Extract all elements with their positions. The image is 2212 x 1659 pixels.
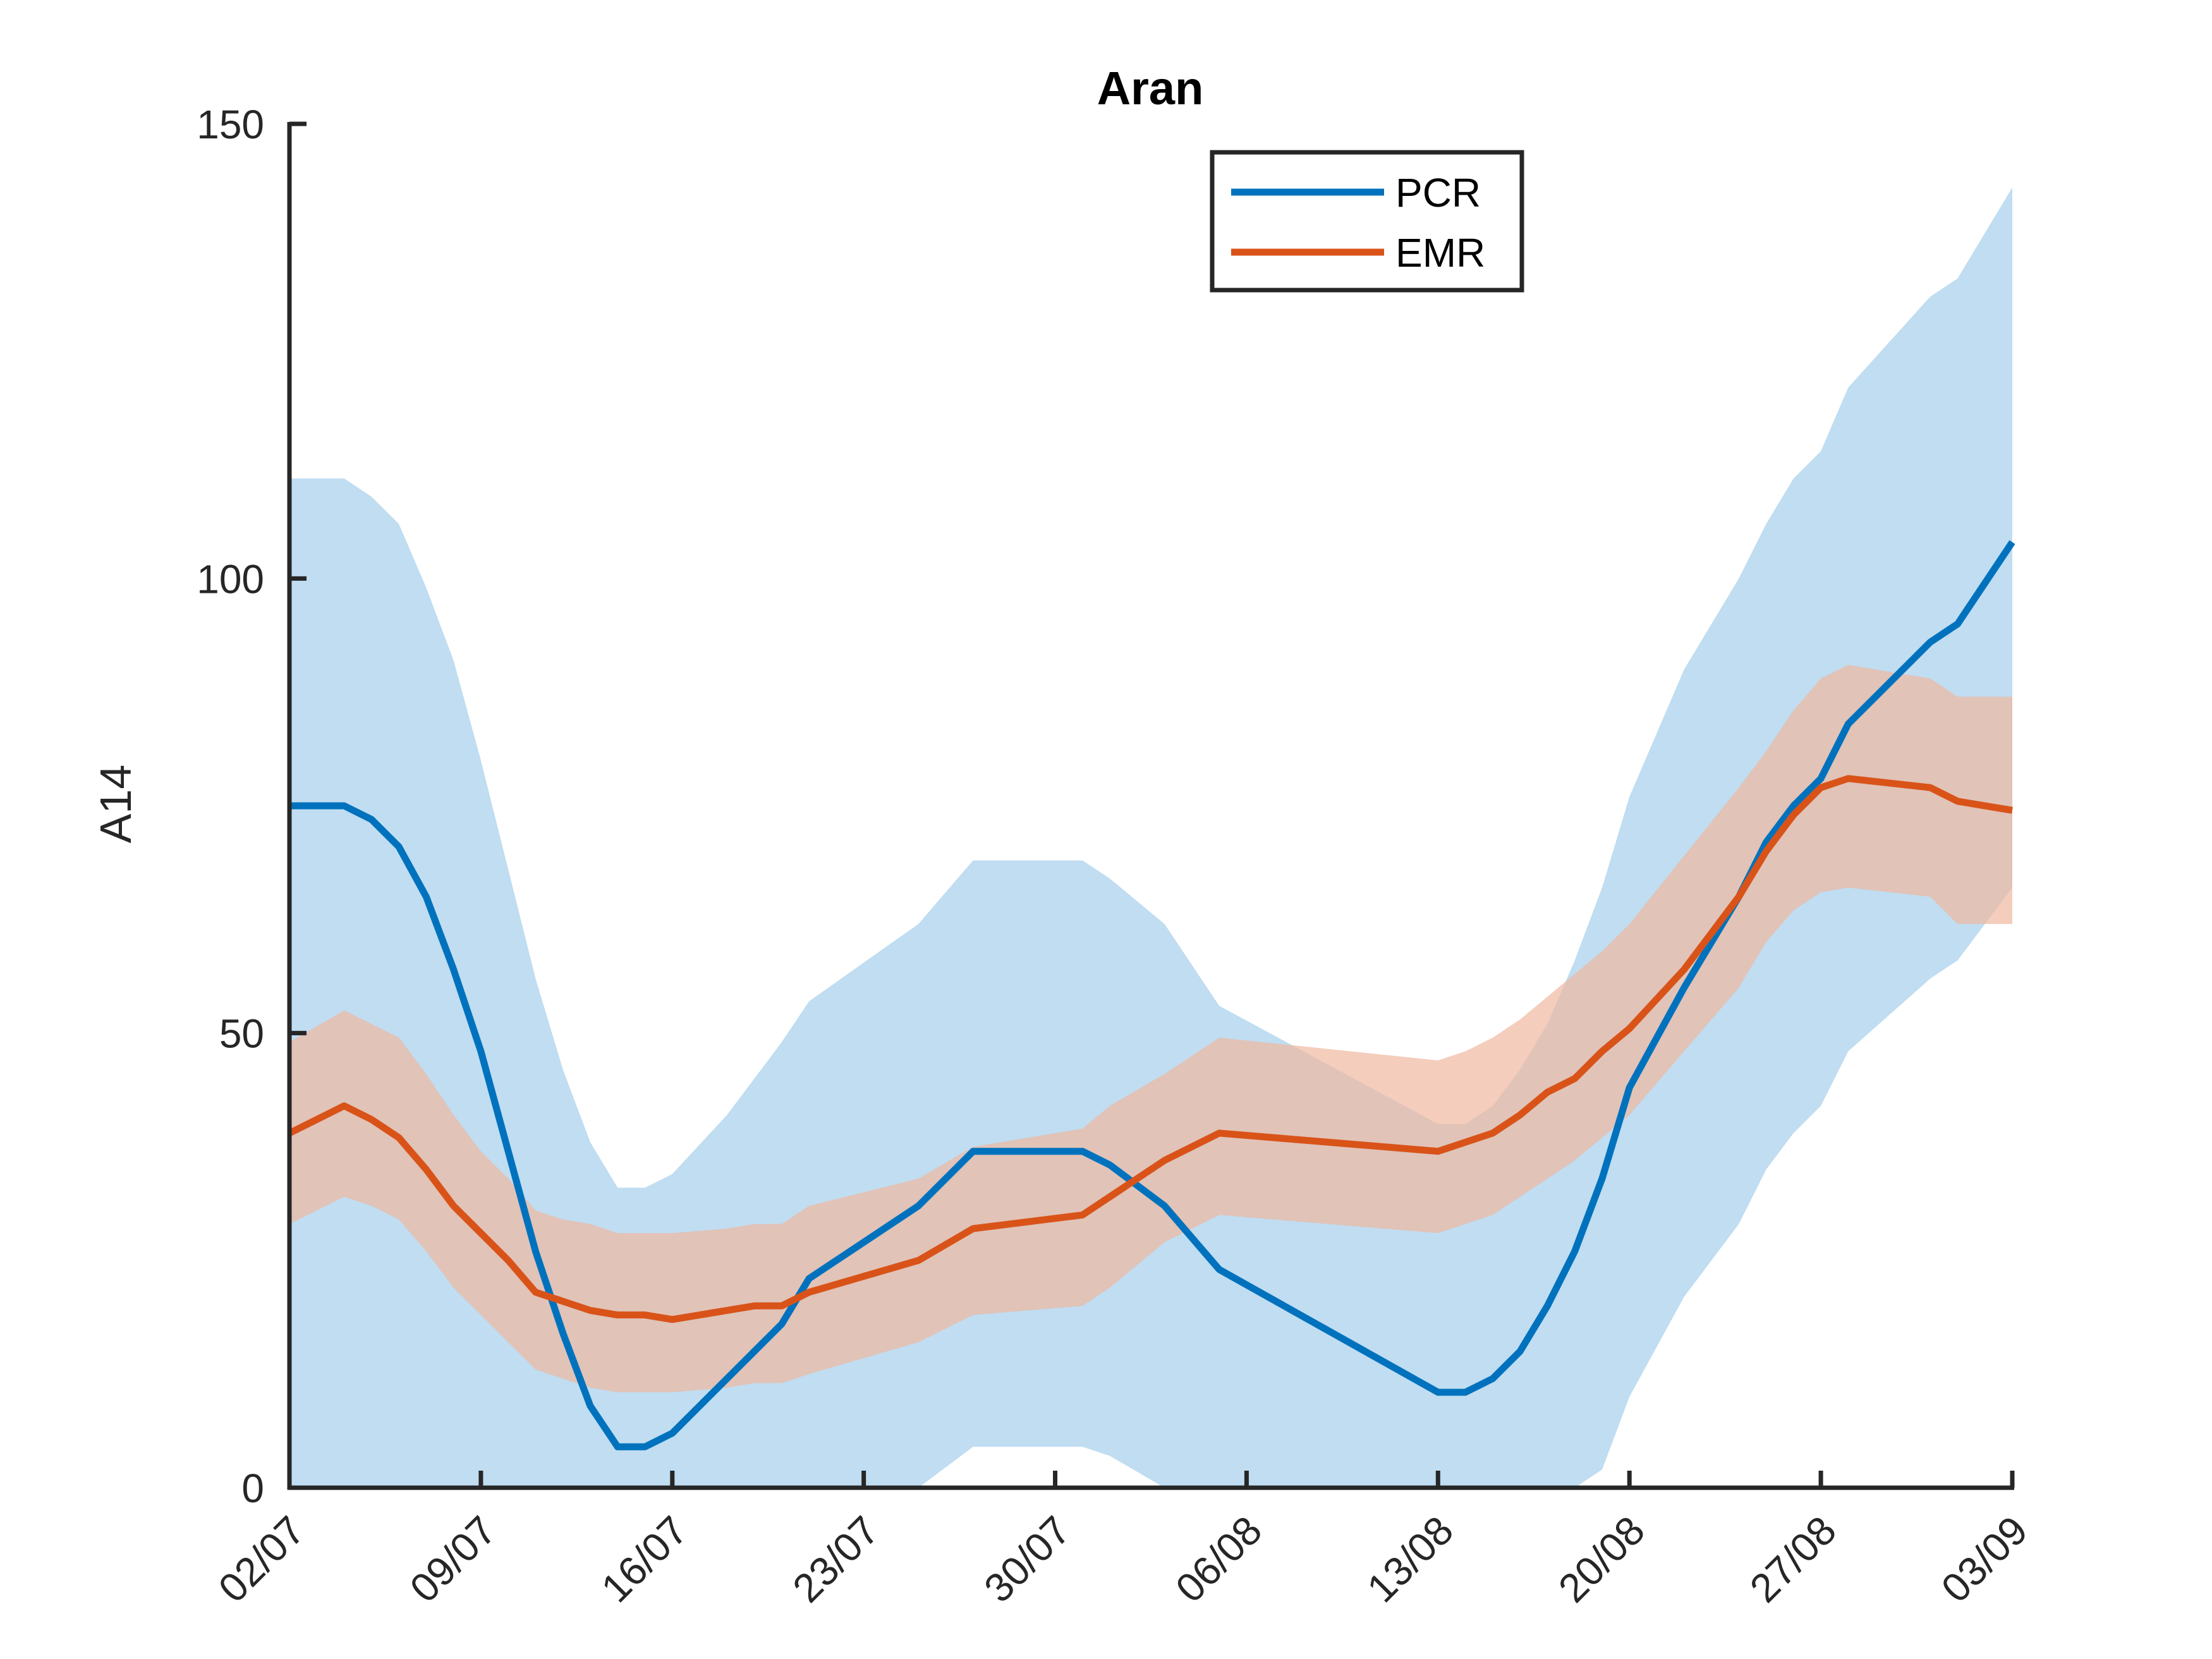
- emr-series-line: [288, 775, 2013, 1323]
- chart-title: Aran: [1097, 62, 1204, 114]
- y-tick-label: 150: [197, 102, 264, 147]
- x-ticks: 02/07 09/07 16/07 23/07 30/07 06/08 13/08 20/08…: [210, 1471, 2036, 1611]
- y-axis-label: A14: [91, 765, 140, 844]
- y-ticks: 0 50 100 150: [197, 102, 307, 1511]
- y-tick-label: 100: [197, 556, 264, 602]
- pcr-confidence-band: [289, 187, 2012, 1488]
- x-tick-label: 27/08: [1741, 1507, 1845, 1611]
- plot-area: [288, 187, 2015, 1488]
- x-tick-label: 23/07: [784, 1507, 887, 1611]
- legend-label-pcr: PCR: [1395, 170, 1481, 216]
- x-tick-label: 20/08: [1550, 1507, 1653, 1611]
- x-tick-label: 16/07: [593, 1507, 696, 1611]
- y-tick-label: 50: [219, 1011, 264, 1057]
- x-tick-label: 06/08: [1167, 1507, 1270, 1611]
- x-tick-label: 30/07: [975, 1507, 1079, 1611]
- y-tick-label: 0: [241, 1466, 264, 1511]
- series-lines: [288, 540, 2015, 1450]
- x-tick-label: 03/09: [1933, 1507, 2036, 1611]
- x-tick-label: 13/08: [1358, 1507, 1462, 1611]
- legend-label-emr: EMR: [1395, 230, 1485, 276]
- x-tick-label: 09/07: [401, 1507, 505, 1611]
- legend: PCR EMR: [1210, 150, 1524, 293]
- legend-box: [1210, 150, 1524, 293]
- x-tick-label: 02/07: [210, 1507, 313, 1611]
